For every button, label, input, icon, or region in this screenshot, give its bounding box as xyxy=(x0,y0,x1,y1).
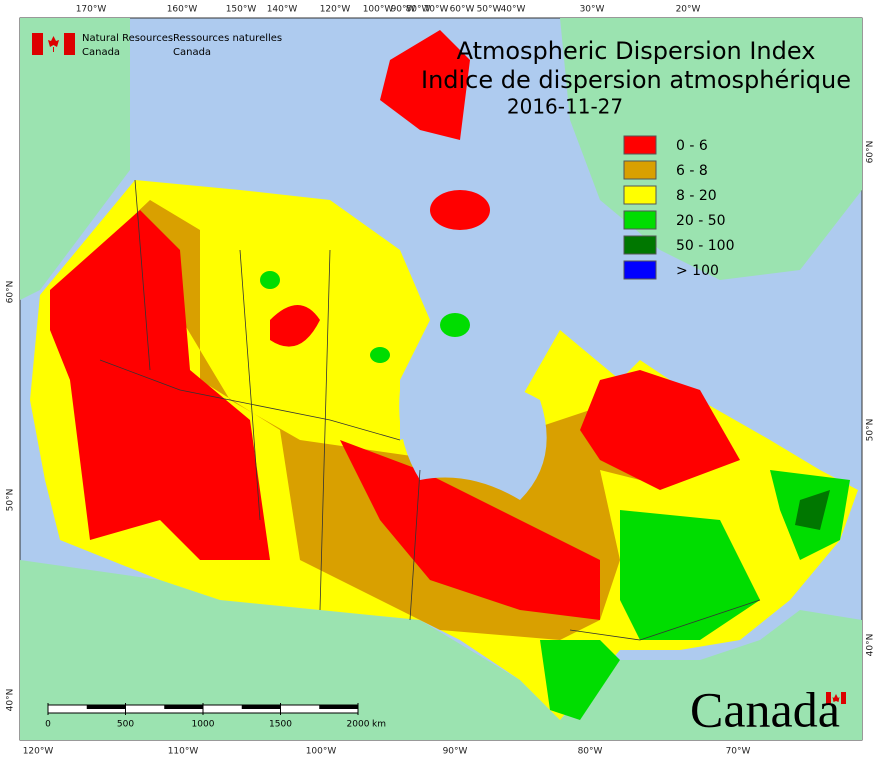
graticule-label: 90°W xyxy=(391,5,416,15)
legend-label: 0 - 6 xyxy=(676,138,708,154)
graticule-label: 50°N xyxy=(866,419,876,442)
legend-label: 50 - 100 xyxy=(676,238,735,254)
agency-en: Canada xyxy=(82,47,120,58)
title-en: Atmospheric Dispersion Index xyxy=(457,37,816,65)
graticule-label: 100°W xyxy=(306,747,337,757)
legend-label: 8 - 20 xyxy=(676,188,717,204)
wordmark-flag xyxy=(826,692,846,704)
graticule-label: 80°W xyxy=(406,5,431,15)
scale-bar-segment xyxy=(241,705,281,709)
legend-swatch xyxy=(623,210,657,230)
scale-label: 0 xyxy=(45,720,51,730)
legend-swatch xyxy=(623,160,657,180)
scale-label: 2000 xyxy=(347,720,370,730)
graticule-label: 60°W xyxy=(450,5,475,15)
graticule-label: 110°W xyxy=(168,747,199,757)
agency-en: Natural Resources xyxy=(82,33,173,44)
legend-swatch xyxy=(623,260,657,280)
legend-swatch xyxy=(623,185,657,205)
graticule-label: 60°N xyxy=(6,281,16,304)
agency-fr: Ressources naturelles xyxy=(173,33,282,44)
legend-swatch xyxy=(623,135,657,155)
graticule-label: 40°N xyxy=(866,634,876,657)
graticule-label: 100°W xyxy=(363,5,394,15)
graticule-label: 160°W xyxy=(167,5,198,15)
scale-label: 500 xyxy=(117,720,134,730)
date: 2016-11-27 xyxy=(507,95,623,119)
graticule-label: 150°W xyxy=(226,5,257,15)
graticule-label: 70°W xyxy=(424,5,449,15)
scale-bar-segment xyxy=(164,705,203,709)
graticule-label: 20°W xyxy=(676,5,701,15)
graticule-label: 120°W xyxy=(320,5,351,15)
graticule-label: 50°N xyxy=(6,489,16,512)
wordmark: Canada xyxy=(690,681,840,737)
graticule-label: 170°W xyxy=(76,5,107,15)
legend-label: 6 - 8 xyxy=(676,163,708,179)
legend-label: 20 - 50 xyxy=(676,213,726,229)
canada-regions xyxy=(30,30,858,720)
scale-bar-segment xyxy=(319,705,358,709)
graticule-label: 40°N xyxy=(6,689,16,712)
title-fr: Indice de dispersion atmosphérique xyxy=(421,66,851,94)
graticule-label: 140°W xyxy=(267,5,298,15)
scale-bar-segment xyxy=(86,705,126,709)
graticule-label: 70°W xyxy=(726,747,751,757)
scale-label: 1500 xyxy=(269,720,292,730)
graticule-label: 80°W xyxy=(578,747,603,757)
graticule-label: 50°W xyxy=(477,5,502,15)
graticule-label: 30°W xyxy=(580,5,605,15)
scale-unit: km xyxy=(372,720,386,730)
legend-label: > 100 xyxy=(676,263,719,279)
legend-swatch xyxy=(623,235,657,255)
graticule-label: 60°N xyxy=(866,141,876,164)
graticule-label: 40°W xyxy=(501,5,526,15)
agency-fr: Canada xyxy=(173,47,211,58)
graticule-label: 90°W xyxy=(443,747,468,757)
nrcan-flag xyxy=(32,33,75,55)
scale-label: 1000 xyxy=(192,720,215,730)
graticule-label: 120°W xyxy=(23,747,54,757)
